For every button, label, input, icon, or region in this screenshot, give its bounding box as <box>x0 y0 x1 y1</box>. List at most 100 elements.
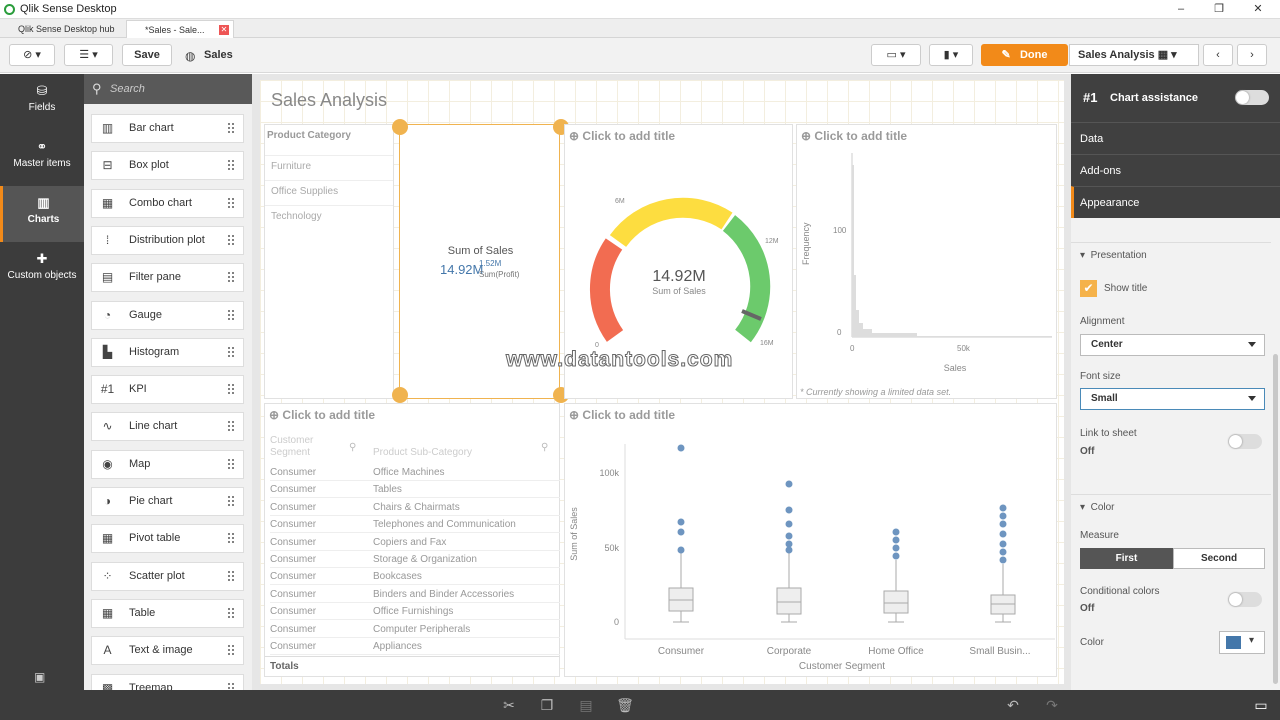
asset-table[interactable]: ▦ Table <box>91 598 244 628</box>
asset-pie-chart[interactable]: ◑ Pie chart <box>91 487 244 516</box>
filter-value[interactable]: Office Supplies <box>265 180 393 202</box>
histogram-add-title[interactable]: ⊕ Click to add title <box>801 129 907 143</box>
drag-handle-icon[interactable] <box>227 420 235 434</box>
global-menu-button[interactable]: ☰ ▾ <box>64 44 113 66</box>
section-add-ons[interactable]: Add-ons <box>1071 154 1280 186</box>
section-data[interactable]: Data <box>1071 122 1280 154</box>
drag-handle-icon[interactable] <box>227 644 235 658</box>
nav-master-items[interactable]: ⚭ Master items <box>0 130 84 186</box>
table-row[interactable]: Consumer Bookcases <box>270 568 560 586</box>
sheet-title[interactable]: Sales Analysis <box>271 90 388 110</box>
table-row[interactable]: Consumer Chairs & Chairmats <box>270 499 560 516</box>
drag-handle-icon[interactable] <box>227 196 235 210</box>
resize-handle-icon[interactable] <box>392 119 408 135</box>
table-header[interactable]: Customer Segment <box>270 435 314 458</box>
previous-sheet-button[interactable]: ‹ <box>1203 44 1233 66</box>
filter-value[interactable]: Technology <box>265 205 393 227</box>
close-window-button[interactable]: ✕ <box>1253 3 1263 15</box>
cut-icon[interactable]: ✂ <box>503 697 515 713</box>
drag-handle-icon[interactable] <box>227 681 235 695</box>
color-picker[interactable]: ▾ <box>1219 631 1265 654</box>
drag-handle-icon[interactable] <box>227 159 235 173</box>
drag-handle-icon[interactable] <box>227 457 235 471</box>
tab-sales[interactable]: *Sales - Sale... ✕ <box>126 20 234 38</box>
asset-distribution-plot[interactable]: ⁞ Distribution plot <box>91 225 244 255</box>
asset-pivot-table[interactable]: ▦ Pivot table <box>91 524 244 554</box>
paste-icon[interactable]: ▤ <box>579 697 593 713</box>
table-row[interactable]: Consumer Office Furnishings <box>270 603 560 621</box>
table-row[interactable]: Consumer Computer Peripherals <box>270 621 560 638</box>
save-button[interactable]: Save <box>122 44 172 66</box>
boxplot-object[interactable]: ⊕ Click to add title 100k 50k 0 Sum of S… <box>564 403 1057 677</box>
drag-handle-icon[interactable] <box>227 308 235 322</box>
search-icon[interactable]: ⚲ <box>541 442 549 453</box>
drag-handle-icon[interactable] <box>227 606 235 620</box>
table-row[interactable]: Consumer Storage & Organization <box>270 551 560 568</box>
asset-map[interactable]: ◉ Map <box>91 449 244 479</box>
presentation-header[interactable]: ▾ Presentation <box>1071 242 1271 266</box>
drag-handle-icon[interactable] <box>227 495 235 508</box>
drag-handle-icon[interactable] <box>227 532 235 546</box>
redo-icon[interactable]: ↷ <box>1046 697 1058 713</box>
next-sheet-button[interactable]: › <box>1237 44 1267 66</box>
table-row[interactable]: Consumer Copiers and Fax <box>270 534 560 551</box>
delete-icon[interactable]: 🗑 <box>616 697 634 713</box>
copy-icon[interactable]: ❐ <box>540 697 554 713</box>
table-row[interactable]: Consumer Office Machines <box>270 464 560 481</box>
drag-handle-icon[interactable] <box>227 233 235 247</box>
bookmark-button[interactable]: ▮ ▾ <box>929 44 973 66</box>
drag-handle-icon[interactable] <box>227 569 235 583</box>
asset-box-plot[interactable]: ⊟ Box plot <box>91 151 244 181</box>
measure-second-button[interactable]: Second <box>1173 548 1265 569</box>
resize-handle-icon[interactable] <box>392 387 408 403</box>
drag-handle-icon[interactable] <box>227 345 235 359</box>
asset-bar-chart[interactable]: ▥ Bar chart <box>91 114 244 143</box>
done-button[interactable]: ✎ Done <box>981 44 1068 66</box>
table-header[interactable]: Product Sub-Category <box>373 447 472 458</box>
asset-text-image[interactable]: A Text & image <box>91 636 244 666</box>
panel-scrollbar[interactable] <box>1273 354 1278 684</box>
asset-gauge[interactable]: ◔ Gauge <box>91 300 244 330</box>
table-object[interactable]: ⊕ Click to add title Customer Segment ⚲ … <box>264 403 560 677</box>
toggle-properties-icon[interactable]: ▭ <box>1254 697 1268 713</box>
table-add-title[interactable]: ⊕ Click to add title <box>269 408 375 422</box>
color-section-header[interactable]: ▾ Color <box>1071 494 1271 518</box>
asset-combo-chart[interactable]: ▦ Combo chart <box>91 188 244 218</box>
navigation-menu-button[interactable]: ⊘ ▾ <box>9 44 55 66</box>
font-size-select[interactable]: Small <box>1080 388 1265 410</box>
histogram-object[interactable]: ⊕ Click to add title 100 0 0 50k Sales F… <box>796 124 1057 399</box>
chart-assistance-toggle[interactable] <box>1235 90 1269 105</box>
section-appearance[interactable]: Appearance <box>1071 186 1280 218</box>
minimize-button[interactable]: – <box>1177 3 1185 15</box>
search-icon[interactable]: ⚲ <box>349 442 357 453</box>
nav-custom-objects[interactable]: ✚ Custom objects <box>0 242 84 298</box>
undo-icon[interactable]: ↶ <box>1007 697 1019 713</box>
collapse-panel-icon[interactable]: ▣ <box>34 670 46 684</box>
link-to-sheet-toggle[interactable] <box>1228 434 1262 449</box>
story-button[interactable]: ▭ ▾ <box>871 44 921 66</box>
drag-handle-icon[interactable] <box>227 271 235 285</box>
nav-charts[interactable]: ▥ Charts <box>0 186 84 242</box>
asset-scatter-plot[interactable]: ⁘ Scatter plot <box>91 561 244 591</box>
alignment-select[interactable]: Center <box>1080 334 1265 356</box>
close-tab-icon[interactable]: ✕ <box>219 25 229 35</box>
boxplot-add-title[interactable]: ⊕ Click to add title <box>569 408 675 422</box>
maximize-button[interactable]: ❐ <box>1214 3 1224 15</box>
table-row[interactable]: Consumer Appliances <box>270 638 560 655</box>
asset-line-chart[interactable]: ∿ Line chart <box>91 412 244 442</box>
asset-histogram[interactable]: ▙ Histogram <box>91 337 244 367</box>
gauge-add-title[interactable]: ⊕ Click to add title <box>569 129 675 143</box>
drag-handle-icon[interactable] <box>227 122 235 135</box>
filter-pane[interactable]: Product Category Furniture Office Suppli… <box>264 124 394 399</box>
conditional-colors-toggle[interactable] <box>1228 592 1262 607</box>
sheet-selector[interactable]: Sales Analysis ▦ ▾ <box>1069 44 1199 66</box>
gauge-object[interactable]: ⊕ Click to add title 14.92M Sum of Sales… <box>564 124 793 399</box>
table-row[interactable]: Consumer Telephones and Communication <box>270 516 560 534</box>
tab-hub[interactable]: Qlik Sense Desktop hub <box>0 20 124 38</box>
filter-value[interactable]: Furniture <box>265 155 393 177</box>
table-row[interactable]: Consumer Binders and Binder Accessories <box>270 586 560 603</box>
show-title-checkbox[interactable]: ✔ <box>1080 280 1097 297</box>
asset-kpi[interactable]: #1 KPI <box>91 375 244 405</box>
drag-handle-icon[interactable] <box>227 383 235 397</box>
nav-fields[interactable]: ⛁ Fields <box>0 74 84 130</box>
